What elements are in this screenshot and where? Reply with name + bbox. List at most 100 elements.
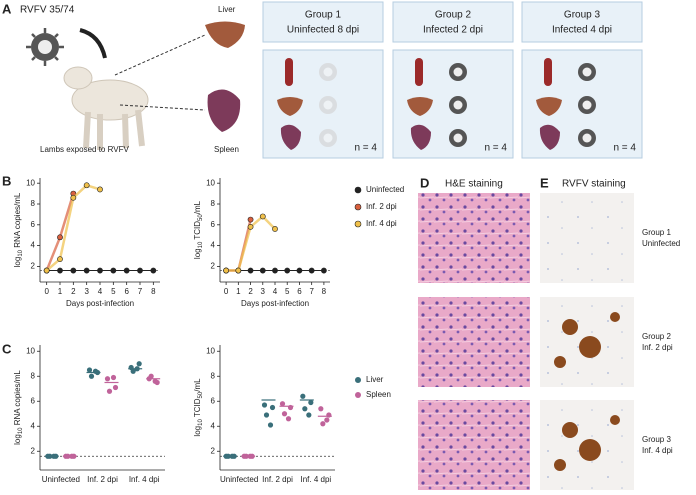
x-tick-label: Uninfected <box>220 475 258 484</box>
legend-label: Inf. 4 dpi <box>366 219 397 228</box>
ihc-stain <box>579 439 601 461</box>
data-point <box>92 368 99 374</box>
data-point <box>324 417 330 423</box>
group-header-box <box>262 1 384 43</box>
panel-label: E <box>540 175 549 190</box>
virus-core <box>582 133 592 143</box>
spleen-icon <box>207 89 241 132</box>
data-point <box>306 412 312 418</box>
data-point <box>43 267 50 274</box>
x-tick-label: 6 <box>297 287 302 296</box>
group-name: Group 2 <box>642 332 671 341</box>
lamb-icon <box>63 66 149 150</box>
data-point <box>320 267 327 274</box>
data-point <box>296 267 303 274</box>
y-axis-label: log10 TCID50/mL <box>193 378 203 437</box>
y-tick-label: 2 <box>211 446 216 455</box>
y-tick-label: 6 <box>31 396 36 405</box>
he-image <box>418 193 530 283</box>
x-tick-label: 7 <box>138 287 143 296</box>
group-n: n = 4 <box>484 143 507 154</box>
data-point <box>86 367 93 373</box>
x-axis-label: Days post-infection <box>66 299 134 308</box>
legend-label: Liver <box>366 375 384 384</box>
y-label-part: log <box>13 257 22 268</box>
group-header-box <box>392 1 514 43</box>
group-name: Group 3 <box>642 435 671 444</box>
x-tick-label: 0 <box>224 287 229 296</box>
data-point <box>247 267 254 274</box>
y-tick-label: 6 <box>31 220 36 229</box>
x-tick-label: 8 <box>151 287 156 296</box>
data-point <box>229 453 235 459</box>
spleen-icon <box>539 124 560 150</box>
liver-icon <box>277 97 303 116</box>
liver-icon <box>407 97 433 116</box>
data-point <box>269 404 276 411</box>
legend-marker <box>355 392 361 398</box>
y-axis-label: log10 RNA copies/mL <box>13 192 23 267</box>
data-point <box>57 256 63 263</box>
data-point <box>259 213 266 220</box>
y-label-part: 10 <box>198 241 204 248</box>
data-point <box>83 182 90 189</box>
panel-label: B <box>2 173 11 188</box>
liver-icon <box>205 21 245 48</box>
y-tick-label: 6 <box>211 220 216 229</box>
ihc-stain <box>562 422 578 438</box>
y-label-part: 10 <box>198 419 204 426</box>
virus-core <box>453 67 463 77</box>
y-tick-label: 8 <box>211 199 216 208</box>
data-point <box>104 376 111 382</box>
group-header-box <box>521 1 643 43</box>
y-tick-label: 10 <box>26 346 35 355</box>
virus-label: RVFV 35/74 <box>20 5 75 16</box>
group-condition: Infected 4 dpi <box>552 25 612 36</box>
data-point <box>97 267 103 274</box>
x-axis-label: Days post-infection <box>241 299 309 308</box>
panel-title: RVFV staining <box>562 179 626 190</box>
x-tick-label: Uninfected <box>42 475 80 484</box>
legend-label: Uninfected <box>366 185 404 194</box>
data-point <box>267 422 274 428</box>
data-point <box>97 186 103 193</box>
y-label-part: RNA copies/mL <box>13 370 22 428</box>
y-label-part: 50 <box>198 214 204 221</box>
y-tick-label: 4 <box>211 421 216 430</box>
data-point <box>123 267 130 274</box>
group-condition: Inf. 4 dpi <box>642 446 673 455</box>
data-point <box>137 267 143 274</box>
virus-core <box>453 100 463 110</box>
blood-tube <box>415 58 423 86</box>
group-condition: Uninfected 8 dpi <box>287 25 359 36</box>
y-tick-label: 4 <box>31 421 36 430</box>
legend-marker <box>354 186 362 194</box>
group-name: Group 1 <box>642 228 671 237</box>
panel-label: D <box>420 175 429 190</box>
y-label-part: /mL <box>193 378 202 392</box>
ihc-stain <box>610 415 620 425</box>
y-label-part: 10 <box>18 249 24 256</box>
blood-tube <box>544 58 552 86</box>
spleen-icon <box>280 124 301 150</box>
x-tick-label: 3 <box>84 287 89 296</box>
x-tick-label: 5 <box>285 287 290 296</box>
y-tick-label: 6 <box>211 396 216 405</box>
data-point <box>65 453 71 459</box>
data-point <box>134 366 140 372</box>
spleen-icon <box>410 124 431 150</box>
panel-title: H&E staining <box>445 179 503 190</box>
panel-label: A <box>2 1 12 16</box>
data-point <box>284 267 291 274</box>
y-tick-label: 10 <box>26 178 35 187</box>
panel-label: C <box>2 341 12 356</box>
group-condition: Uninfected <box>642 239 680 248</box>
data-point <box>279 401 286 407</box>
ihc-stain <box>610 312 620 322</box>
group-name: Group 2 <box>435 10 472 21</box>
caption: Lambs exposed to RVFV <box>40 145 129 154</box>
y-label-part: 10 <box>18 427 24 434</box>
y-label-part: log <box>193 426 202 437</box>
y-tick-label: 4 <box>211 241 216 250</box>
